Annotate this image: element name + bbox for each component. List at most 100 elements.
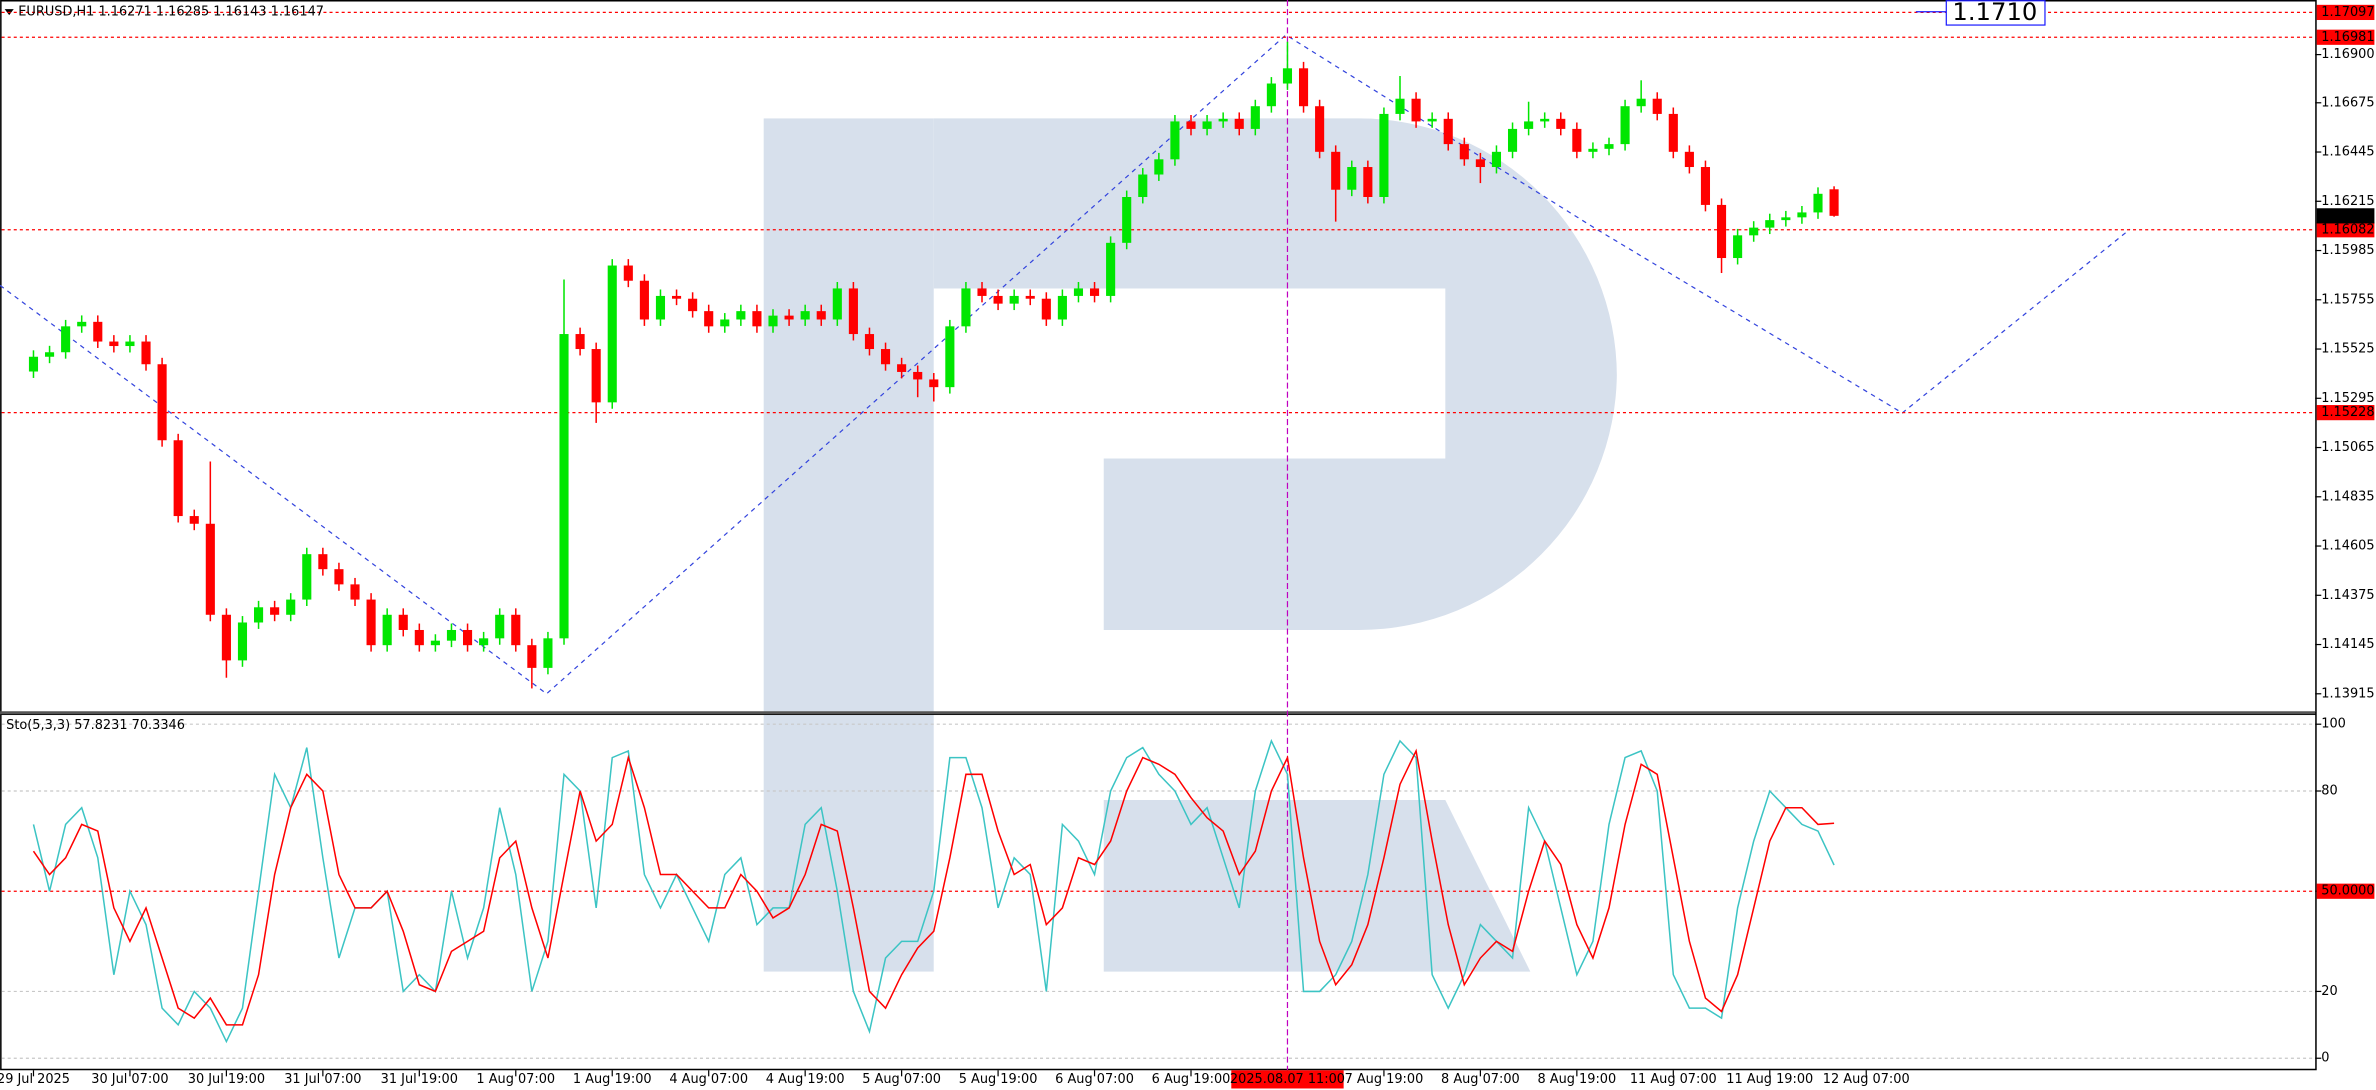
candle-body xyxy=(800,311,810,320)
candle-body xyxy=(864,334,875,350)
candle-body xyxy=(1604,144,1614,149)
candle-body xyxy=(189,516,199,524)
candle-body xyxy=(1572,128,1582,152)
candle-body xyxy=(173,440,183,517)
chart-title: EURUSD,H1 1.16271 1.16285 1.16143 1.1614… xyxy=(18,5,324,20)
candle-body xyxy=(1282,68,1293,84)
candle-body xyxy=(543,638,553,668)
x-tick-label: 31 Jul 07:00 xyxy=(284,1072,361,1087)
candle-body xyxy=(1491,151,1502,168)
candle-body xyxy=(1106,242,1116,296)
price-level-label: 1.17097 xyxy=(2321,5,2374,20)
candle-body xyxy=(527,645,537,668)
x-tick-label: 4 Aug 19:00 xyxy=(766,1072,845,1087)
watermark-stem xyxy=(763,118,934,972)
candle-body xyxy=(1636,98,1646,107)
candle-body xyxy=(961,288,971,327)
candle-body xyxy=(77,321,87,327)
candle-body xyxy=(655,295,666,320)
y-tick-label: 1.16675 xyxy=(2321,95,2374,110)
candle-body xyxy=(688,298,698,312)
candle-body xyxy=(1716,204,1727,259)
watermark-bowl xyxy=(933,118,1617,631)
candle-body xyxy=(977,288,987,296)
candle-body xyxy=(237,622,248,661)
x-tick-label: 5 Aug 19:00 xyxy=(959,1072,1038,1087)
candle-body xyxy=(752,311,762,327)
x-tick-label: 8 Aug 19:00 xyxy=(1537,1072,1616,1087)
last-price-label: 1.16147 xyxy=(2321,208,2374,223)
x-tick-box xyxy=(1231,1070,1344,1089)
candle-body xyxy=(382,614,392,646)
candle-body xyxy=(157,364,167,441)
candle-body xyxy=(575,334,585,350)
candle-body xyxy=(1266,83,1276,107)
x-tick-label: 1 Aug 19:00 xyxy=(573,1072,652,1087)
candle-body xyxy=(1395,98,1405,114)
candle-body xyxy=(398,614,408,630)
candle-body xyxy=(1813,193,1823,213)
y-tick-label: 1.16215 xyxy=(2321,194,2374,209)
candle-body xyxy=(479,638,489,646)
candle-body xyxy=(1073,288,1084,296)
x-tick-label: 30 Jul 19:00 xyxy=(188,1072,265,1087)
x-tick-label: 6 Aug 19:00 xyxy=(1152,1072,1231,1087)
candle-body xyxy=(1652,98,1662,114)
candle-body xyxy=(1475,159,1485,168)
y-tick-label: 1.15985 xyxy=(2321,243,2374,258)
x-tick-label: 2025.08.07 11:00 xyxy=(1230,1072,1345,1087)
candle-body xyxy=(639,280,649,320)
candle-body xyxy=(125,341,135,347)
candle-body xyxy=(318,554,328,570)
x-tick-label: 11 Aug 07:00 xyxy=(1630,1072,1717,1087)
candle-body xyxy=(736,311,746,320)
candle-body xyxy=(446,629,457,641)
candle-body xyxy=(880,349,891,365)
candle-body xyxy=(720,319,730,327)
candle-body xyxy=(993,295,1003,304)
candle-body xyxy=(1411,98,1421,122)
price-level-label: 1.15228 xyxy=(2321,405,2374,420)
x-tick-label: 5 Aug 07:00 xyxy=(862,1072,941,1087)
price-level-box xyxy=(2316,4,2375,21)
candle-body xyxy=(109,341,119,347)
x-tick-label: 6 Aug 07:00 xyxy=(1055,1072,1134,1087)
x-tick-label: 12 Aug 07:00 xyxy=(1823,1072,1910,1087)
price-level-label: 1.16082 xyxy=(2321,222,2374,237)
candle-body xyxy=(350,584,360,600)
candle-body xyxy=(929,379,939,388)
candle-body xyxy=(1427,118,1437,122)
y-tick-label: 80 xyxy=(2321,784,2337,799)
candle-body xyxy=(1363,167,1373,198)
candle-body xyxy=(1459,144,1469,160)
candle-body xyxy=(913,371,923,380)
y-tick-label: 1.16900 xyxy=(2321,47,2374,62)
candle-body xyxy=(302,554,312,600)
candle-body xyxy=(1507,128,1518,152)
y-tick-label: 1.15755 xyxy=(2321,292,2374,307)
candle-body xyxy=(1089,288,1100,296)
candle-body xyxy=(1588,148,1598,152)
candle-body xyxy=(848,288,858,335)
candle-body xyxy=(1556,118,1566,129)
price-level-label: 1.16981 xyxy=(2321,30,2374,45)
candle-body xyxy=(270,607,280,615)
candle-body xyxy=(141,341,151,365)
candle-body xyxy=(1540,118,1550,122)
y-tick-label: 100 xyxy=(2321,717,2346,732)
y-tick-label: 1.15525 xyxy=(2321,342,2374,357)
candle-body xyxy=(1202,121,1212,129)
watermark xyxy=(763,118,1617,972)
candle-body xyxy=(511,614,521,646)
candle-body xyxy=(1797,212,1807,218)
candle-body xyxy=(1315,106,1325,152)
candle-body xyxy=(1186,121,1196,129)
candle-body xyxy=(61,326,71,353)
candle-body xyxy=(1138,174,1148,198)
candle-body xyxy=(623,265,633,281)
candle-body xyxy=(1170,121,1180,160)
watermark-leg xyxy=(1103,800,1531,972)
candle-body xyxy=(334,569,344,585)
